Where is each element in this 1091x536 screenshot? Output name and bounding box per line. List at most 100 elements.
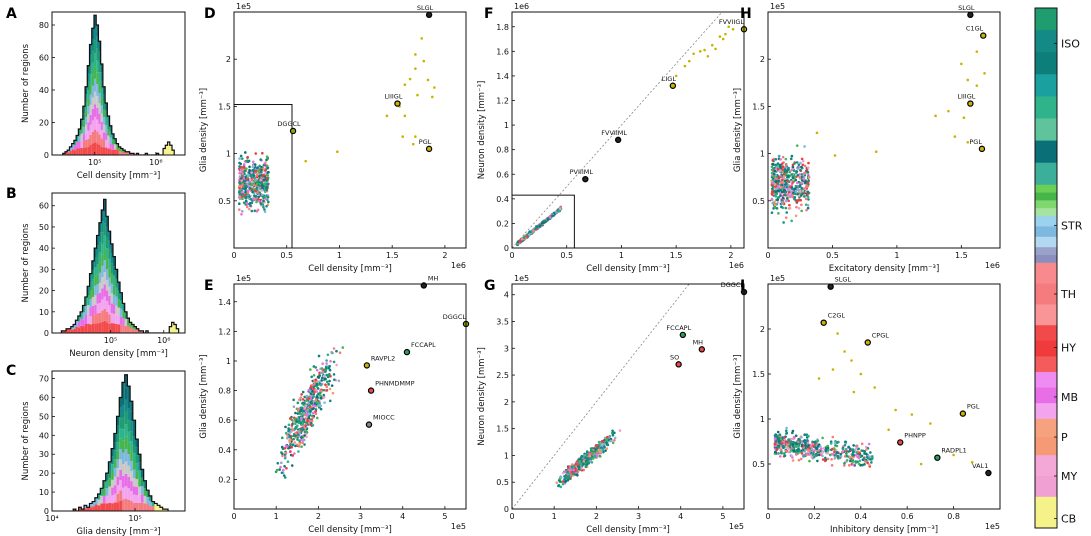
data-point [826,457,830,461]
data-point [785,211,789,214]
colorbar-band [1035,236,1057,248]
hist-bar-segment [116,450,120,460]
data-point [298,442,302,446]
data-point [607,438,611,442]
hist-bar-segment [87,286,90,296]
hist-bar-segment [96,48,99,61]
data-point [301,390,305,394]
hist-bar-segment [176,328,179,333]
data-point [841,447,845,451]
outlier-point [843,350,846,353]
hist-bar-segment [87,323,90,333]
data-point [852,444,855,447]
hist-outline [62,14,175,155]
y-tick-label: 40 [39,431,49,440]
data-point [321,362,324,365]
hist-bar-segment [94,314,97,324]
x-tick-label: 1 [552,512,557,521]
hist-bar-segment [102,86,106,95]
colorbar-band [1035,437,1057,456]
hist-bar-segment [138,454,141,463]
hist-bar-segment [105,269,109,280]
hist-bar-segment [167,146,170,151]
data-point [291,422,294,426]
data-point [773,442,777,446]
annotation-label: C2GL [828,312,846,320]
data-point [598,455,602,458]
hist-bar-segment [116,425,120,434]
colorbar-band [1035,340,1057,357]
data-point [240,194,244,198]
data-point [543,219,547,223]
data-point [598,442,602,446]
data-point [529,230,532,234]
data-point [837,440,840,444]
outlier-point [416,93,419,97]
hist-bar-segment [130,501,133,511]
hist-bar-segment [124,449,128,462]
x-axis-label: Cell density [mm⁻³] [586,264,670,274]
hist-bar-segment [89,299,92,308]
data-point [303,395,306,399]
data-point [777,452,780,455]
hist-bar-segment [143,488,147,496]
hist-bar-segment [127,318,130,326]
data-point [305,427,309,430]
data-point [787,193,790,196]
hist-bar-segment [117,282,121,291]
data-point [290,464,294,467]
hist-bar-segment [89,84,92,95]
hist-bar-segment [85,139,88,148]
data-point [804,442,807,445]
data-point [325,380,329,384]
data-point [833,450,836,454]
axes-frame [767,11,1001,249]
data-point [313,382,317,386]
hist-bar-segment [78,507,82,511]
hist-bar-segment [71,149,74,155]
outlier-point [403,114,407,118]
y-tick-label: 1.2 [496,97,509,106]
outlier-point [831,368,835,371]
hist-bar-segment [82,127,86,135]
data-point [860,442,864,446]
hist-bar-segment [121,394,125,406]
annotation-marker [985,469,992,477]
y-multiplier: 1e5 [236,274,251,283]
hist-bar-segment [103,272,106,285]
hist-bar-segment [85,132,88,140]
data-point [310,375,313,379]
data-point [582,459,586,463]
y-tick-label: 1.4 [496,72,509,81]
data-point [314,412,318,416]
hist-bar-segment [76,148,79,155]
data-point [811,442,815,446]
y-axis-label: Number of regions [21,43,31,123]
x-tick-label: 2 [594,512,599,521]
data-point [803,439,807,442]
hist-bar-segment [108,323,111,333]
data-point [328,379,331,383]
y-tick-label: 1 [226,150,231,159]
data-point [808,453,811,456]
data-point [244,151,247,154]
hist-bar-segment [111,149,115,155]
data-point [787,174,790,177]
data-point [595,453,599,457]
data-point [603,436,607,440]
hist-bar-segment [98,103,101,114]
y-axis-label: Neuron density [mm⁻³] [477,81,487,180]
data-point [865,448,868,451]
hist-bar-segment [120,300,123,309]
annotation-marker [980,32,987,39]
data-point [777,154,781,158]
hist-bar-segment [105,503,109,511]
colorbar-band [1035,262,1057,285]
data-point [241,187,245,190]
outlier-point [433,86,436,89]
data-point [243,172,246,176]
hist-bar-segment [124,318,128,326]
hist-bar-segment [121,487,125,500]
hist-bar-segment [102,132,106,140]
data-point [579,463,583,467]
